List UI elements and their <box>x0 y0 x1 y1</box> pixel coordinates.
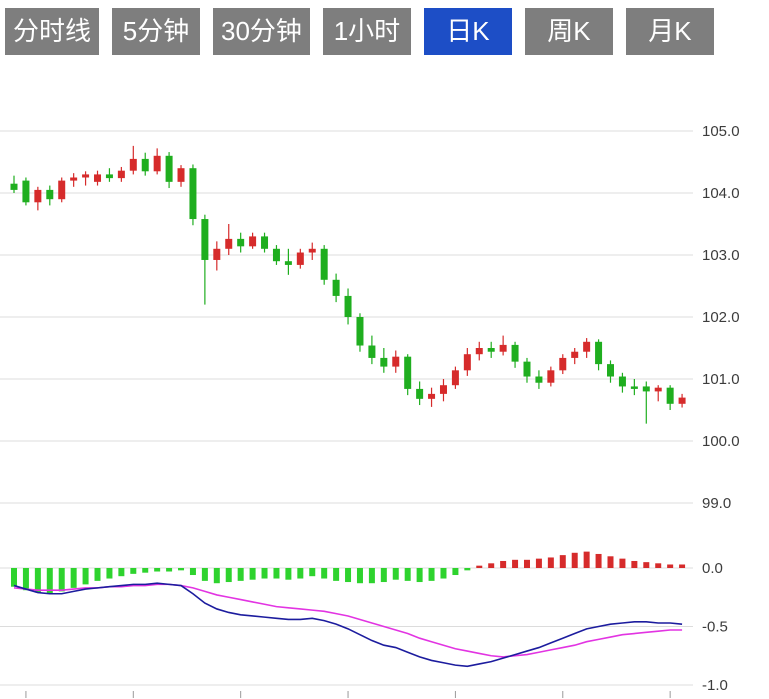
tab-minute-line[interactable]: 分时线 <box>5 8 100 55</box>
kline-chart[interactable]: 105.0 104.0 103.0 102.0 101.0 100.0 99.0 0.0 -0.… <box>0 62 769 699</box>
svg-text:102.0: 102.0 <box>702 309 740 326</box>
svg-text:0.0: 0.0 <box>702 560 723 577</box>
svg-text:-0.5: -0.5 <box>702 619 728 636</box>
svg-text:105.0: 105.0 <box>702 123 740 140</box>
chart-canvas: 105.0 104.0 103.0 102.0 101.0 100.0 99.0 0.0 -0.… <box>0 123 740 698</box>
interval-toolbar: 分时线 5分钟 30分钟 1小时 日K 周K 月K <box>0 0 769 62</box>
svg-text:100.0: 100.0 <box>702 433 740 450</box>
svg-text:-1.0: -1.0 <box>702 677 728 694</box>
tab-weekly-k[interactable]: 周K <box>524 8 613 55</box>
tab-30min[interactable]: 30分钟 <box>213 8 310 55</box>
tab-monthly-k[interactable]: 月K <box>625 8 714 55</box>
tab-daily-k[interactable]: 日K <box>423 8 512 55</box>
tab-1hour[interactable]: 1小时 <box>322 8 411 55</box>
svg-text:101.0: 101.0 <box>702 371 740 388</box>
tab-5min[interactable]: 5分钟 <box>112 8 201 55</box>
svg-text:104.0: 104.0 <box>702 185 740 202</box>
svg-text:103.0: 103.0 <box>702 247 740 264</box>
svg-text:99.0: 99.0 <box>702 495 731 512</box>
